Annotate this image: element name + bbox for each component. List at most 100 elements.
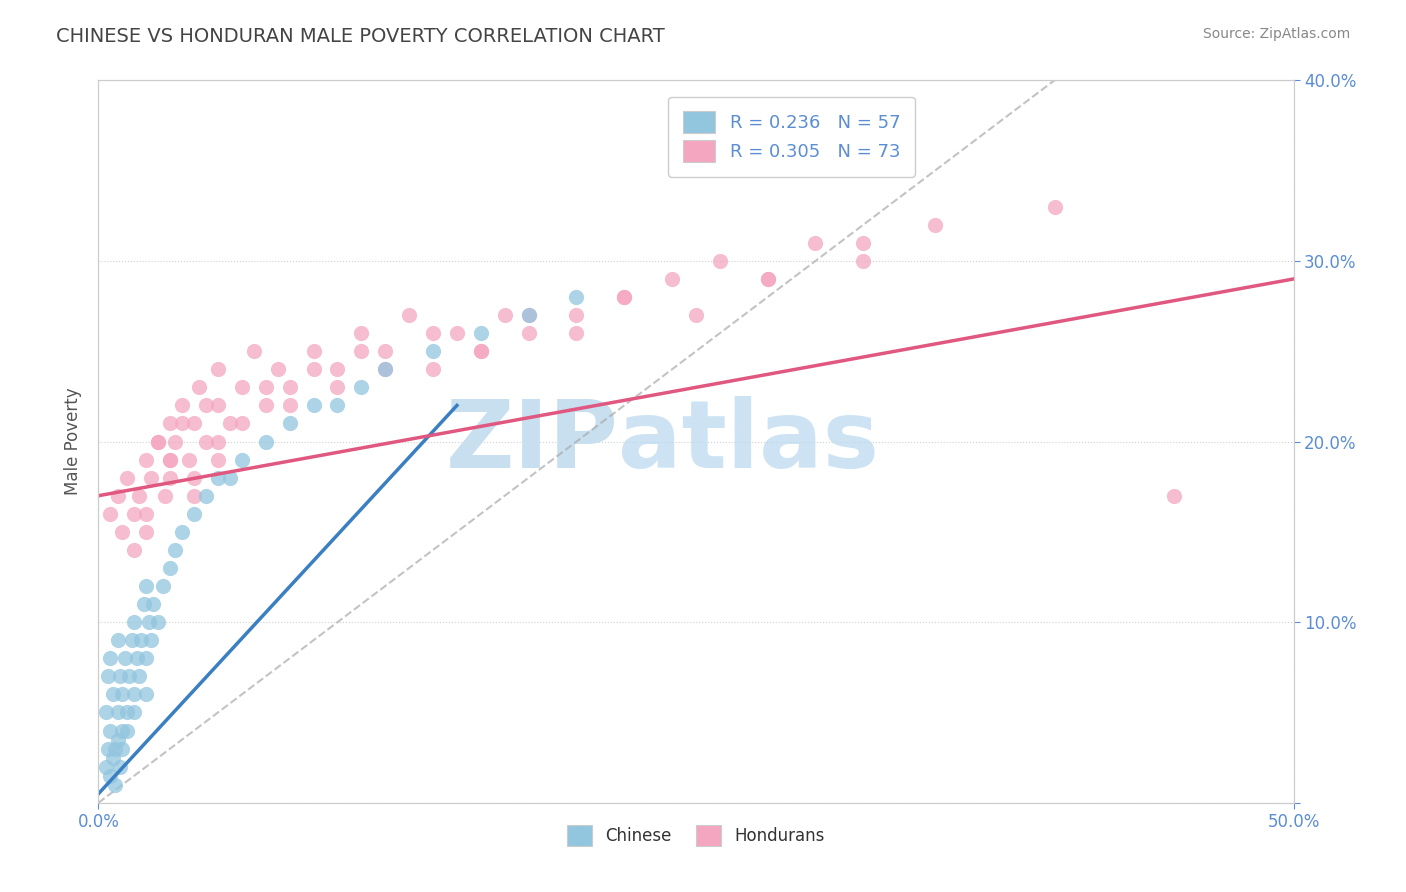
Text: CHINESE VS HONDURAN MALE POVERTY CORRELATION CHART: CHINESE VS HONDURAN MALE POVERTY CORRELA…: [56, 27, 665, 45]
Point: [104, 778, 127, 792]
Point: [183, 417, 205, 431]
Point: [183, 471, 205, 485]
Point: [155, 489, 177, 503]
Point: [124, 542, 146, 557]
Point: [152, 579, 174, 593]
Text: ZIP: ZIP: [446, 395, 619, 488]
Point: [135, 651, 157, 665]
Point: [124, 615, 146, 630]
Point: [124, 687, 146, 701]
Point: [131, 633, 153, 648]
Point: [231, 380, 253, 394]
Point: [350, 326, 373, 341]
Point: [422, 326, 444, 341]
Point: [195, 489, 218, 503]
Point: [104, 741, 127, 756]
Point: [111, 741, 134, 756]
Point: [756, 272, 779, 286]
Point: [565, 308, 588, 322]
Point: [374, 362, 396, 376]
Point: [517, 308, 540, 322]
Point: [231, 452, 253, 467]
Point: [128, 489, 150, 503]
Point: [254, 398, 277, 412]
Point: [267, 362, 290, 376]
Point: [565, 290, 588, 304]
Point: [148, 434, 170, 449]
Point: [183, 507, 205, 521]
Point: [163, 542, 186, 557]
Point: [101, 687, 124, 701]
Point: [97, 669, 120, 683]
Point: [94, 760, 117, 774]
Point: [398, 308, 420, 322]
Point: [138, 615, 160, 630]
Point: [172, 398, 194, 412]
Point: [139, 471, 162, 485]
Point: [183, 489, 205, 503]
Point: [98, 507, 122, 521]
Point: [111, 723, 134, 738]
Point: [135, 687, 157, 701]
Point: [148, 615, 170, 630]
Point: [661, 272, 683, 286]
Point: [302, 344, 325, 359]
Point: [685, 308, 707, 322]
Point: [326, 398, 349, 412]
Point: [470, 344, 492, 359]
Point: [756, 272, 779, 286]
Point: [159, 561, 181, 575]
Point: [135, 452, 157, 467]
Point: [374, 344, 396, 359]
Text: Source: ZipAtlas.com: Source: ZipAtlas.com: [1202, 27, 1350, 41]
Point: [350, 344, 373, 359]
Point: [924, 218, 946, 232]
Point: [278, 417, 301, 431]
Point: [613, 290, 636, 304]
Point: [302, 398, 325, 412]
Point: [231, 417, 253, 431]
Point: [163, 434, 186, 449]
Point: [139, 633, 162, 648]
Point: [195, 434, 218, 449]
Point: [114, 651, 136, 665]
Point: [494, 308, 516, 322]
Point: [207, 398, 229, 412]
Point: [326, 362, 349, 376]
Point: [172, 417, 194, 431]
Point: [709, 253, 731, 268]
Point: [254, 380, 277, 394]
Point: [118, 669, 141, 683]
Point: [326, 380, 349, 394]
Point: [135, 579, 157, 593]
Point: [207, 452, 229, 467]
Point: [470, 326, 492, 341]
Point: [517, 308, 540, 322]
Point: [142, 597, 165, 611]
Point: [115, 706, 138, 720]
Point: [207, 471, 229, 485]
Point: [98, 723, 122, 738]
Point: [98, 769, 122, 783]
Point: [159, 417, 181, 431]
Legend: Chinese, Hondurans: Chinese, Hondurans: [560, 819, 832, 852]
Point: [804, 235, 827, 250]
Point: [108, 760, 131, 774]
Point: [125, 651, 148, 665]
Point: [374, 362, 396, 376]
Point: [195, 398, 218, 412]
Point: [254, 434, 277, 449]
Point: [159, 452, 181, 467]
Point: [1043, 200, 1066, 214]
Point: [132, 597, 155, 611]
Point: [243, 344, 266, 359]
Point: [187, 380, 209, 394]
Point: [115, 723, 138, 738]
Point: [124, 507, 146, 521]
Point: [565, 326, 588, 341]
Point: [159, 471, 181, 485]
Point: [97, 741, 120, 756]
Point: [111, 687, 134, 701]
Point: [613, 290, 636, 304]
Point: [135, 507, 157, 521]
